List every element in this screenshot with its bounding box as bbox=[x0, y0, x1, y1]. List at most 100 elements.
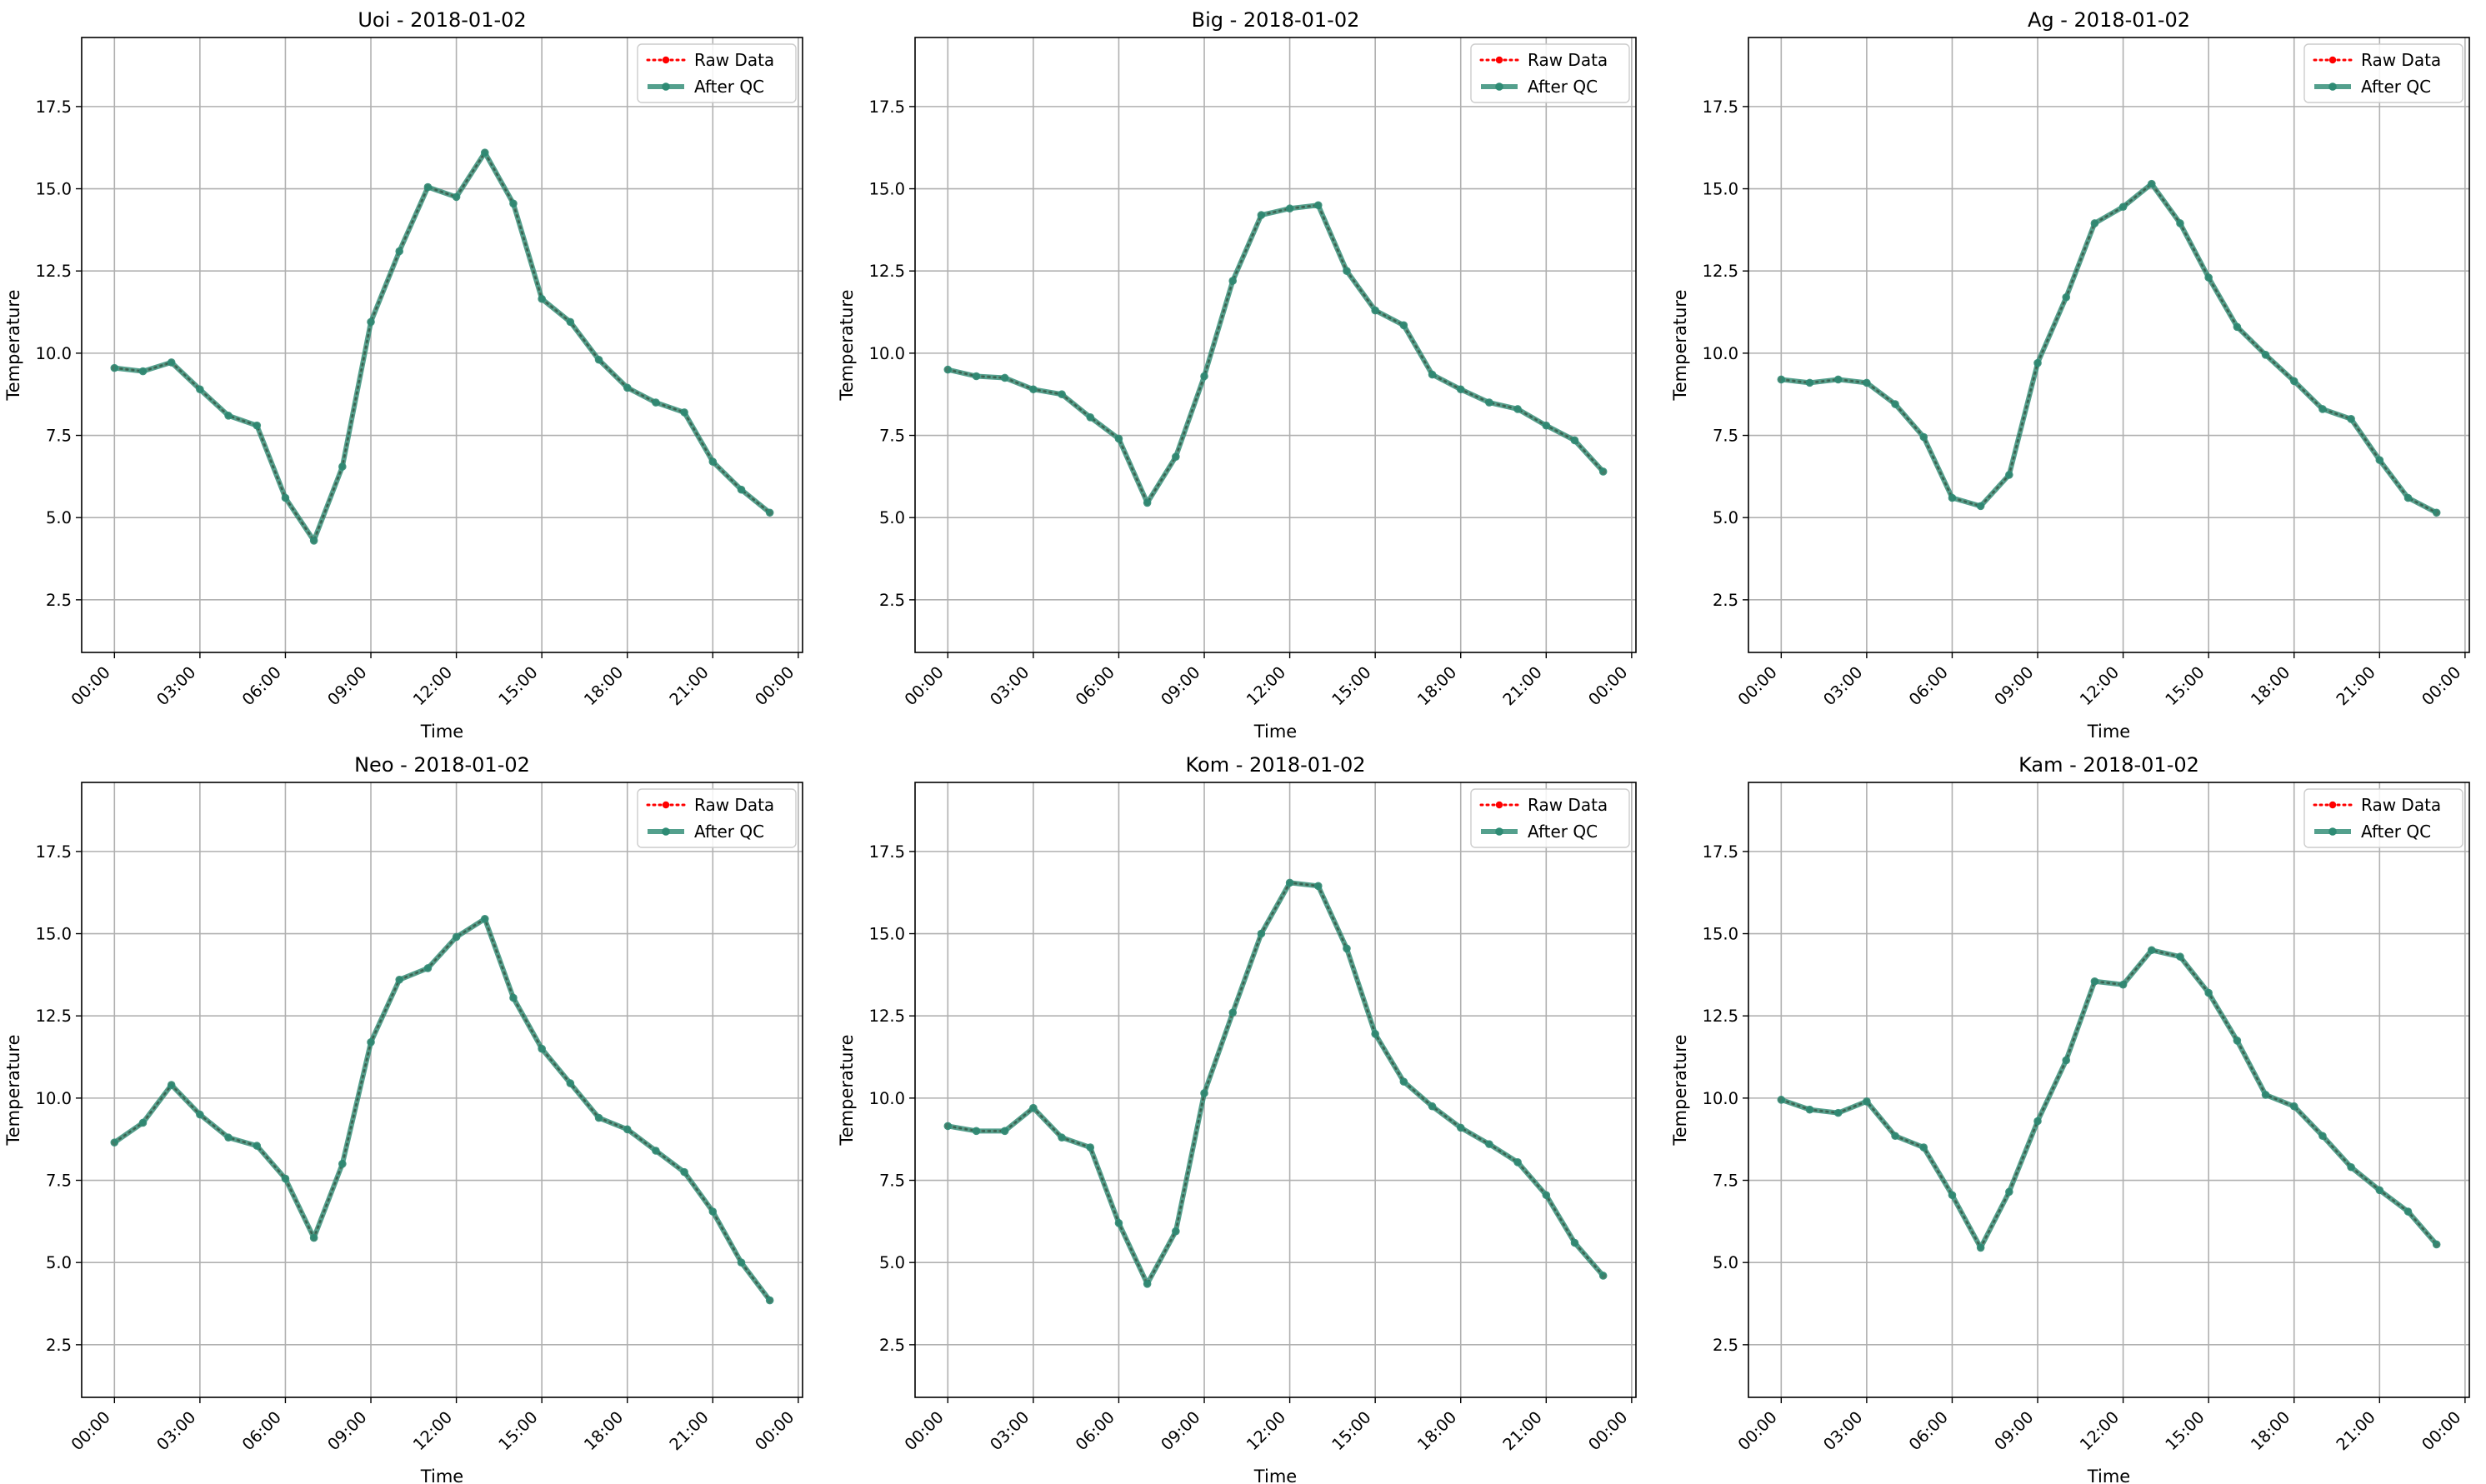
after-qc-point bbox=[1228, 277, 1238, 285]
x-tick-label: 06:00 bbox=[1072, 662, 1118, 709]
after-qc-line bbox=[947, 202, 1605, 506]
after-qc-point bbox=[138, 1118, 148, 1127]
y-tick-label: 17.5 bbox=[36, 842, 72, 862]
x-tick-label: 00:00 bbox=[751, 662, 798, 709]
y-tick-label: 17.5 bbox=[869, 842, 905, 862]
x-tick-label: 18:00 bbox=[1413, 1407, 1460, 1454]
after-qc-point bbox=[1029, 385, 1038, 394]
after-qc-point bbox=[1805, 1105, 1814, 1114]
y-tick-label: 5.0 bbox=[1713, 1253, 1738, 1272]
x-tick-label: 12:00 bbox=[1243, 662, 1289, 709]
after-qc-point bbox=[196, 1110, 204, 1119]
raw-data-line bbox=[113, 917, 772, 1302]
x-tick-label: 09:00 bbox=[324, 1407, 371, 1454]
x-tick-label: 21:00 bbox=[666, 662, 713, 709]
after-qc-point bbox=[2005, 471, 2013, 479]
after-qc-point bbox=[2005, 1187, 2013, 1197]
after-qc-point bbox=[1000, 373, 1009, 382]
after-qc-point bbox=[2033, 1117, 2042, 1126]
after-qc-point bbox=[138, 367, 148, 376]
after-qc-point bbox=[652, 398, 660, 407]
legend-qc-label: After QC bbox=[1528, 822, 1598, 842]
after-qc-point bbox=[1976, 502, 1985, 511]
raw-data-line bbox=[113, 150, 772, 544]
after-qc-point bbox=[680, 1167, 688, 1177]
axes-frame bbox=[81, 782, 803, 1398]
legend-qc-label: After QC bbox=[2361, 77, 2431, 97]
x-tick-label: 21:00 bbox=[1499, 1407, 1546, 1454]
x-tick-label: 06:00 bbox=[1072, 1407, 1118, 1454]
after-qc-point bbox=[452, 932, 461, 942]
after-qc-point bbox=[1513, 405, 1522, 413]
x-tick-label: 00:00 bbox=[2418, 1407, 2464, 1454]
raw-data-line bbox=[1779, 182, 2438, 514]
after-qc-point bbox=[2176, 219, 2184, 227]
y-tick-label: 5.0 bbox=[46, 1253, 72, 1272]
legend-raw-label: Raw Data bbox=[1528, 50, 1608, 70]
x-tick-label: 00:00 bbox=[68, 662, 114, 709]
after-qc-point bbox=[1863, 1097, 1871, 1106]
after-qc-point bbox=[765, 1296, 774, 1305]
x-tick-label: 15:00 bbox=[2162, 662, 2208, 709]
legend: Raw Data After QC bbox=[1470, 43, 1630, 103]
after-qc-point bbox=[1428, 1102, 1437, 1111]
x-tick-label: 06:00 bbox=[1905, 1407, 1952, 1454]
legend-qc-marker bbox=[1495, 827, 1503, 836]
x-tick-label: 00:00 bbox=[901, 662, 948, 709]
after-qc-point bbox=[367, 317, 375, 327]
after-qc-point bbox=[737, 485, 746, 494]
after-qc-point bbox=[1598, 467, 1608, 476]
x-tick-label: 15:00 bbox=[1328, 662, 1375, 709]
legend-qc-marker bbox=[662, 82, 670, 91]
x-tick-label: 21:00 bbox=[2333, 662, 2379, 709]
y-tick-label: 7.5 bbox=[1713, 1172, 1738, 1191]
after-qc-point bbox=[680, 408, 688, 417]
after-qc-point bbox=[281, 1174, 290, 1183]
x-tick-label: 03:00 bbox=[1819, 662, 1866, 709]
after-qc-point bbox=[538, 1044, 546, 1053]
y-tick-label: 2.5 bbox=[879, 1336, 905, 1355]
after-qc-point bbox=[1805, 378, 1814, 387]
x-tick-label: 12:00 bbox=[409, 1407, 456, 1454]
after-qc-point bbox=[2118, 202, 2128, 212]
y-tick-label: 17.5 bbox=[1703, 97, 1738, 117]
after-qc-point bbox=[196, 385, 204, 394]
y-axis-label: Temperature bbox=[3, 289, 23, 401]
legend-raw-marker bbox=[1495, 801, 1503, 809]
after-qc-point bbox=[972, 1127, 981, 1136]
after-qc-point bbox=[1114, 1219, 1123, 1227]
after-qc-point bbox=[1456, 385, 1465, 394]
after-qc-line bbox=[1780, 181, 2438, 515]
x-tick-label: 18:00 bbox=[1413, 662, 1460, 709]
y-tick-label: 12.5 bbox=[36, 262, 72, 281]
after-qc-point bbox=[1485, 1140, 1493, 1148]
x-tick-label: 03:00 bbox=[153, 662, 199, 709]
after-qc-point bbox=[224, 412, 233, 420]
x-tick-label: 00:00 bbox=[2418, 662, 2464, 709]
x-tick-label: 15:00 bbox=[1328, 1407, 1375, 1454]
x-tick-label: 18:00 bbox=[2247, 1407, 2293, 1454]
after-qc-point bbox=[509, 199, 518, 208]
y-tick-label: 17.5 bbox=[869, 97, 905, 117]
y-tick-label: 10.0 bbox=[869, 1089, 905, 1108]
after-qc-point bbox=[1029, 1103, 1038, 1112]
after-qc-point bbox=[2289, 1102, 2298, 1111]
after-qc-point bbox=[623, 1125, 632, 1134]
legend-qc-marker bbox=[2328, 827, 2337, 836]
after-qc-point bbox=[338, 462, 347, 471]
legend-qc-label: After QC bbox=[1528, 77, 1598, 97]
raw-overlay-line bbox=[948, 204, 1604, 505]
after-qc-point bbox=[2062, 292, 2071, 302]
subplot-panel: Ag - 2018-01-02 00:00 03:00 06:00 09:00 12:00… bbox=[1670, 8, 2470, 742]
after-qc-point bbox=[708, 457, 718, 466]
y-axis-label: Temperature bbox=[3, 1034, 23, 1146]
after-qc-point bbox=[2432, 508, 2441, 517]
after-qc-line bbox=[113, 150, 772, 543]
y-tick-label: 12.5 bbox=[869, 1007, 905, 1026]
after-qc-point bbox=[2347, 414, 2355, 423]
x-tick-label: 15:00 bbox=[495, 1407, 542, 1454]
after-qc-point bbox=[566, 317, 575, 327]
raw-overlay-line bbox=[113, 917, 771, 1302]
subplot-title: Neo - 2018-01-02 bbox=[354, 753, 530, 777]
y-tick-label: 10.0 bbox=[869, 344, 905, 363]
